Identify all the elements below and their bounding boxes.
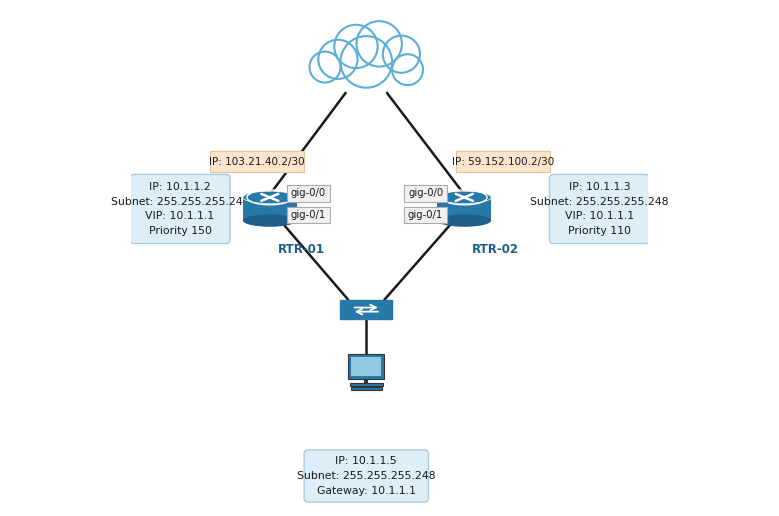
Text: IP: 59.152.100.2/30: IP: 59.152.100.2/30 [452,156,554,167]
FancyBboxPatch shape [340,300,392,319]
Text: IP: 10.1.1.2
Subnet: 255.255.255.248
VIP: 10.1.1.1
Priority 150: IP: 10.1.1.2 Subnet: 255.255.255.248 VIP… [111,182,249,236]
Text: gig-0/1: gig-0/1 [408,210,443,220]
Text: gig-0/1: gig-0/1 [291,210,326,220]
Text: gig-0/0: gig-0/0 [291,188,326,199]
Ellipse shape [243,191,297,204]
FancyBboxPatch shape [549,174,650,244]
Circle shape [334,25,378,68]
Text: IP: 10.1.1.5
Subnet: 255.255.255.248
Gateway: 10.1.1.1: IP: 10.1.1.5 Subnet: 255.255.255.248 Gat… [297,456,435,496]
FancyBboxPatch shape [351,358,381,376]
Circle shape [382,36,420,73]
Ellipse shape [243,215,297,227]
Text: IP: 10.1.1.3
Subnet: 255.255.255.248
VIP: 10.1.1.1
Priority 110: IP: 10.1.1.3 Subnet: 255.255.255.248 VIP… [530,182,668,236]
Text: gig-0/0: gig-0/0 [408,188,443,199]
Circle shape [319,40,358,79]
Circle shape [340,36,392,88]
FancyBboxPatch shape [287,207,330,223]
FancyBboxPatch shape [456,152,550,171]
FancyBboxPatch shape [350,383,382,386]
FancyBboxPatch shape [351,387,382,390]
Polygon shape [243,198,297,221]
FancyBboxPatch shape [287,185,330,202]
Polygon shape [311,23,421,85]
FancyBboxPatch shape [210,152,304,171]
FancyBboxPatch shape [130,174,230,244]
Circle shape [309,52,340,83]
Ellipse shape [438,215,491,227]
FancyBboxPatch shape [404,185,447,202]
FancyBboxPatch shape [304,450,428,502]
Text: RTR-02: RTR-02 [472,243,519,255]
FancyBboxPatch shape [348,354,384,379]
Ellipse shape [438,191,491,204]
Circle shape [392,54,423,85]
Polygon shape [438,198,491,221]
Text: IP: 103.21.40.2/30: IP: 103.21.40.2/30 [209,156,305,167]
Text: RTR-01: RTR-01 [277,243,325,255]
FancyBboxPatch shape [404,207,447,223]
Circle shape [357,21,402,67]
